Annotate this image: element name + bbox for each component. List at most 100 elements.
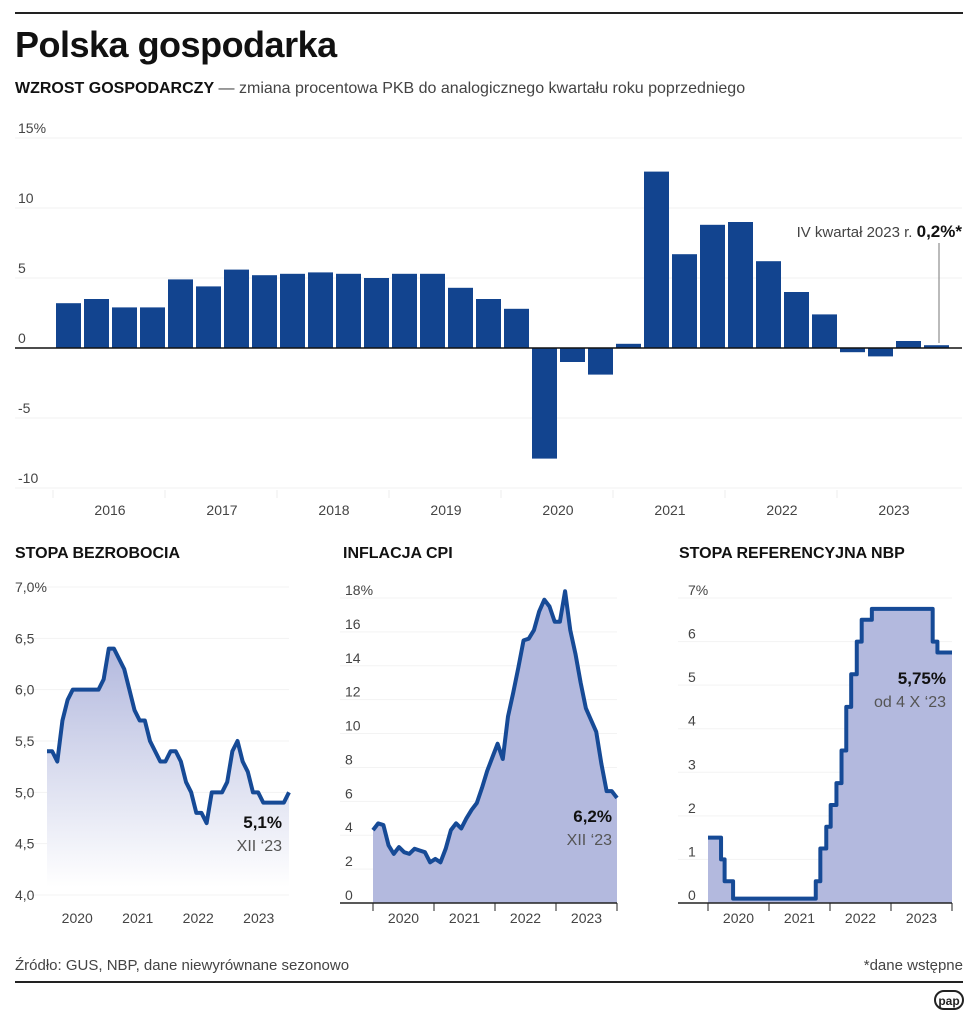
y-tick-label: 6 [688,626,696,642]
x-tick-label: 2022 [510,910,541,926]
y-tick-label: 2 [345,853,353,869]
x-tick-label: 2021 [784,910,815,926]
y-tick-label: 0 [18,330,26,346]
bar [924,345,949,348]
series-line [47,646,291,826]
y-tick-label: 7% [688,582,708,598]
x-tick-label: 2020 [388,910,419,926]
bar [756,261,781,348]
y-tick-label: 0 [345,887,353,903]
top-rule [15,12,963,14]
y-tick-label: 6,0 [15,682,35,698]
y-tick-label: 5 [18,260,26,276]
preliminary-note: *dane wstępne [863,957,963,974]
bar [476,299,501,348]
annotation-date: XII ‘23 [237,838,282,855]
bar [672,254,697,348]
annotation-value: 0,2%* [917,222,963,241]
y-tick-label: -5 [18,400,31,416]
y-tick-label: 18% [345,582,373,598]
gdp-annotation: IV kwartał 2023 r. 0,2%* [797,222,963,241]
nbp-rate-title: STOPA REFERENCYJNA NBP [679,545,905,562]
annotation-value: 6,2% [573,807,612,826]
x-tick-label: 2020 [542,502,573,518]
x-tick-label: 2023 [878,502,909,518]
y-tick-label: 12 [345,684,361,700]
y-tick-label: 16 [345,616,361,632]
annotation-value: 5,75% [898,669,946,688]
y-tick-label: 15% [18,120,46,136]
x-tick-label: 2020 [723,910,754,926]
x-tick-label: 2022 [845,910,876,926]
y-tick-label: 4 [345,819,353,835]
annotation-date: od 4 X ‘23 [874,694,946,711]
y-tick-label: 0 [688,887,696,903]
y-tick-label: 6,5 [15,630,35,646]
bar [812,314,837,348]
bar [784,292,809,348]
x-tick-label: 2018 [318,502,349,518]
cpi-title: INFLACJA CPI [343,545,453,562]
bar [728,222,753,348]
bar [364,278,389,348]
y-tick-label: 4,5 [15,836,35,852]
bar [112,307,137,348]
bar [840,348,865,353]
x-tick-label: 2022 [183,910,214,926]
y-tick-label: 7,0% [15,579,47,595]
nbp-rate-chart: 7% 6 5 4 3 2 1 0 2020 2021 2022 2023 5,75% od 4 X ‘23 [678,582,953,926]
bar [560,348,585,362]
bar [280,273,305,348]
y-tick-label: -10 [18,470,38,486]
bar [504,308,529,348]
unemployment-title: STOPA BEZROBOCIA [15,545,181,562]
bar [868,348,893,357]
x-tick-label: 2021 [122,910,153,926]
bar [588,348,613,375]
subtitle-rest: — zmiana procentowa PKB do analogicznego… [214,80,746,97]
y-tick-label: 3 [688,756,696,772]
x-tick-label: 2022 [766,502,797,518]
x-tick-label: 2019 [430,502,461,518]
x-tick-label: 2017 [206,502,237,518]
bar [196,286,221,348]
bottom-rule [15,981,963,983]
bar [84,299,109,348]
area-fill [47,648,289,887]
y-tick-label: 10 [345,718,361,734]
bar [532,348,557,459]
y-tick-label: 2 [688,800,696,816]
y-tick-label: 1 [688,843,696,859]
unemployment-chart: 7,0% 6,5 6,0 5,5 5,0 4,5 4,0 2020 2021 2022 2023 5,… [15,579,291,926]
bar [616,343,641,348]
bar [896,341,921,348]
bar [448,287,473,348]
bar [644,171,669,348]
bar [224,269,249,348]
area-fill [708,608,952,903]
y-tick-label: 8 [345,751,353,767]
annotation-label: IV kwartał 2023 r. [797,224,917,241]
y-tick-label: 4,0 [15,887,35,903]
y-tick-label: 14 [345,650,361,666]
series-line [708,606,952,901]
x-tick-label: 2023 [906,910,937,926]
x-tick-label: 2021 [449,910,480,926]
bar [308,272,333,348]
pap-logo: pap [934,990,964,1010]
bar [252,275,277,348]
y-tick-label: 10 [18,190,34,206]
x-tick-label: 2023 [243,910,274,926]
subtitle-bold: WZROST GOSPODARCZY [15,80,215,97]
area-fill [373,591,617,903]
source-note: Źródło: GUS, NBP, dane niewyrównane sezo… [15,957,350,974]
subtitle: WZROST GOSPODARCZY — zmiana procentowa P… [15,80,745,98]
bar [140,307,165,348]
x-tick-label: 2020 [62,910,93,926]
y-tick-label: 5,0 [15,784,35,800]
y-tick-label: 4 [688,713,696,729]
x-tick-label: 2016 [94,502,125,518]
gdp-bar-chart: 15% 10 5 0 -5 -10 2016 2017 2018 2019 2020 2021 2022… [15,120,963,518]
x-tick-label: 2023 [571,910,602,926]
bar [336,273,361,348]
